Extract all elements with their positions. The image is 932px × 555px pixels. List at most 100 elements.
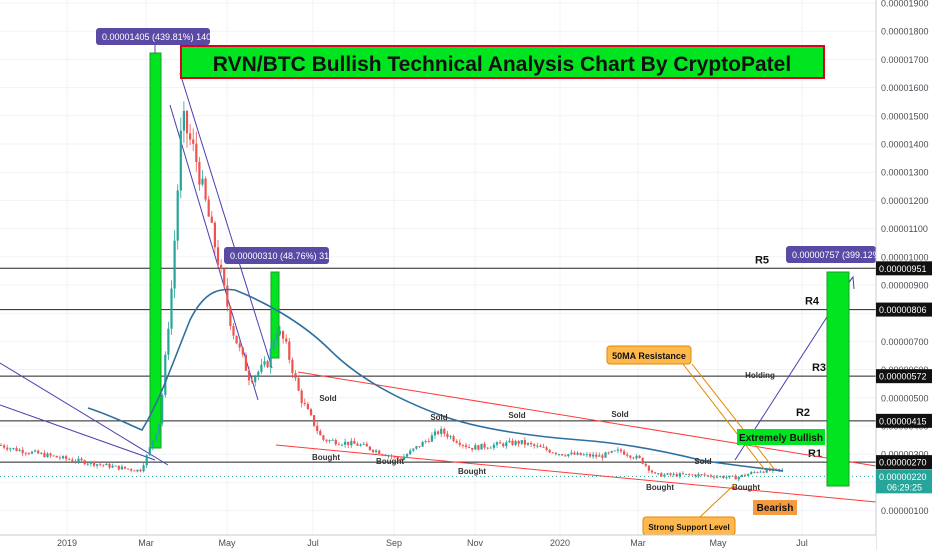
- bearish-box: [753, 500, 797, 515]
- candle-body: [505, 442, 508, 447]
- candle-body: [105, 463, 108, 466]
- candle-body: [607, 452, 610, 454]
- candle-body: [765, 468, 768, 473]
- candle-body: [251, 380, 254, 383]
- resistance-label-r4: R4: [805, 296, 820, 308]
- candle-body: [34, 450, 37, 452]
- candle-body: [365, 443, 368, 447]
- ma-line: [87, 288, 784, 472]
- candle-body: [213, 222, 216, 248]
- candle-body: [68, 458, 71, 460]
- candle-body: [595, 454, 598, 457]
- candle-body: [204, 178, 207, 200]
- candle-body: [548, 449, 551, 453]
- candle-body: [433, 431, 437, 436]
- candle-body: [443, 428, 446, 434]
- ma-resistance-pointer: [682, 363, 766, 471]
- candle-body: [294, 373, 297, 379]
- sold-label: Sold: [694, 457, 711, 466]
- target-callout-box: [786, 246, 876, 263]
- candle-body: [291, 359, 294, 374]
- sold-label: Sold: [508, 411, 525, 420]
- candle-body: [142, 465, 145, 472]
- candle-body: [37, 450, 40, 454]
- trend-line: [0, 404, 156, 461]
- candle-body: [77, 458, 80, 462]
- candle-body: [127, 468, 130, 470]
- candle-body: [83, 460, 86, 465]
- y-tick-label: 0.00000700: [881, 337, 929, 347]
- candle-body: [734, 475, 737, 480]
- candle-body: [173, 240, 176, 289]
- candle-body: [49, 453, 52, 456]
- candle-body: [613, 450, 616, 452]
- candle-body: [201, 178, 204, 185]
- candle-body: [120, 466, 123, 470]
- ma-resistance-pointer: [691, 363, 776, 471]
- candle-body: [368, 446, 371, 450]
- candle-body: [551, 452, 554, 454]
- y-tick-label: 0.00000900: [881, 281, 929, 291]
- candle-body: [449, 436, 452, 438]
- candle-body: [86, 463, 89, 465]
- candle-body: [52, 455, 55, 457]
- candle-body: [9, 448, 12, 450]
- grid-lines: [0, 0, 876, 535]
- candle-body: [390, 455, 393, 457]
- ma-resistance-box: [606, 345, 692, 365]
- price-tag-text: 0.00000951: [879, 264, 927, 274]
- price-tag-r4: [876, 302, 932, 317]
- candle-body: [384, 454, 387, 457]
- candle-body: [306, 403, 309, 410]
- candle-body: [492, 444, 495, 448]
- candle-body: [502, 443, 505, 447]
- candle-body: [641, 457, 644, 464]
- candle-body: [309, 409, 313, 416]
- candle-body: [3, 445, 6, 448]
- pump2-callout: 0.00000310 (48.76%) 310: [230, 251, 334, 261]
- price-tag-r1: [876, 455, 932, 470]
- candle-body: [297, 378, 300, 391]
- candle-body: [328, 440, 331, 442]
- price-tag-text: 0.00000806: [879, 305, 927, 315]
- y-tick-label: 0.00000300: [881, 450, 929, 460]
- x-tick-label: 2020: [550, 538, 570, 548]
- sold-label: Sold: [611, 410, 628, 419]
- candle-body: [123, 466, 127, 469]
- candle-body: [21, 449, 24, 454]
- candle-body: [774, 468, 778, 470]
- x-tick-label: 2019: [57, 538, 77, 548]
- candle-body: [15, 448, 18, 452]
- candle-body: [278, 331, 282, 335]
- candle-body: [198, 161, 201, 185]
- candle-body: [359, 444, 362, 446]
- support-pointer: [699, 483, 736, 518]
- candle-body: [133, 470, 136, 472]
- ma-resistance-label: 50MA Resistance: [612, 351, 686, 361]
- candle-body: [154, 433, 158, 441]
- candle-body: [30, 451, 34, 454]
- candle-body: [675, 473, 678, 477]
- candle-body: [229, 306, 232, 327]
- candle-body: [654, 472, 657, 474]
- candle-body: [480, 443, 483, 450]
- candle-body: [195, 143, 198, 162]
- candle-body: [43, 452, 46, 458]
- candle-body: [65, 456, 68, 459]
- candle-body: [111, 465, 114, 468]
- candle-body: [322, 435, 325, 440]
- moving-average: [87, 288, 784, 472]
- annotations: RVN/BTC Bullish Technical Analysis Chart…: [96, 28, 891, 536]
- candle-body: [334, 440, 337, 445]
- sold-label: Sold: [430, 413, 447, 422]
- candle-body: [424, 441, 427, 442]
- candle-body: [40, 452, 43, 454]
- pump2-callout-box: [224, 247, 329, 264]
- candle-body: [629, 455, 632, 458]
- candle-body: [657, 473, 660, 474]
- candle-body: [508, 440, 511, 443]
- candle-body: [12, 448, 15, 449]
- candle-body: [669, 473, 672, 475]
- candle-body: [418, 446, 421, 447]
